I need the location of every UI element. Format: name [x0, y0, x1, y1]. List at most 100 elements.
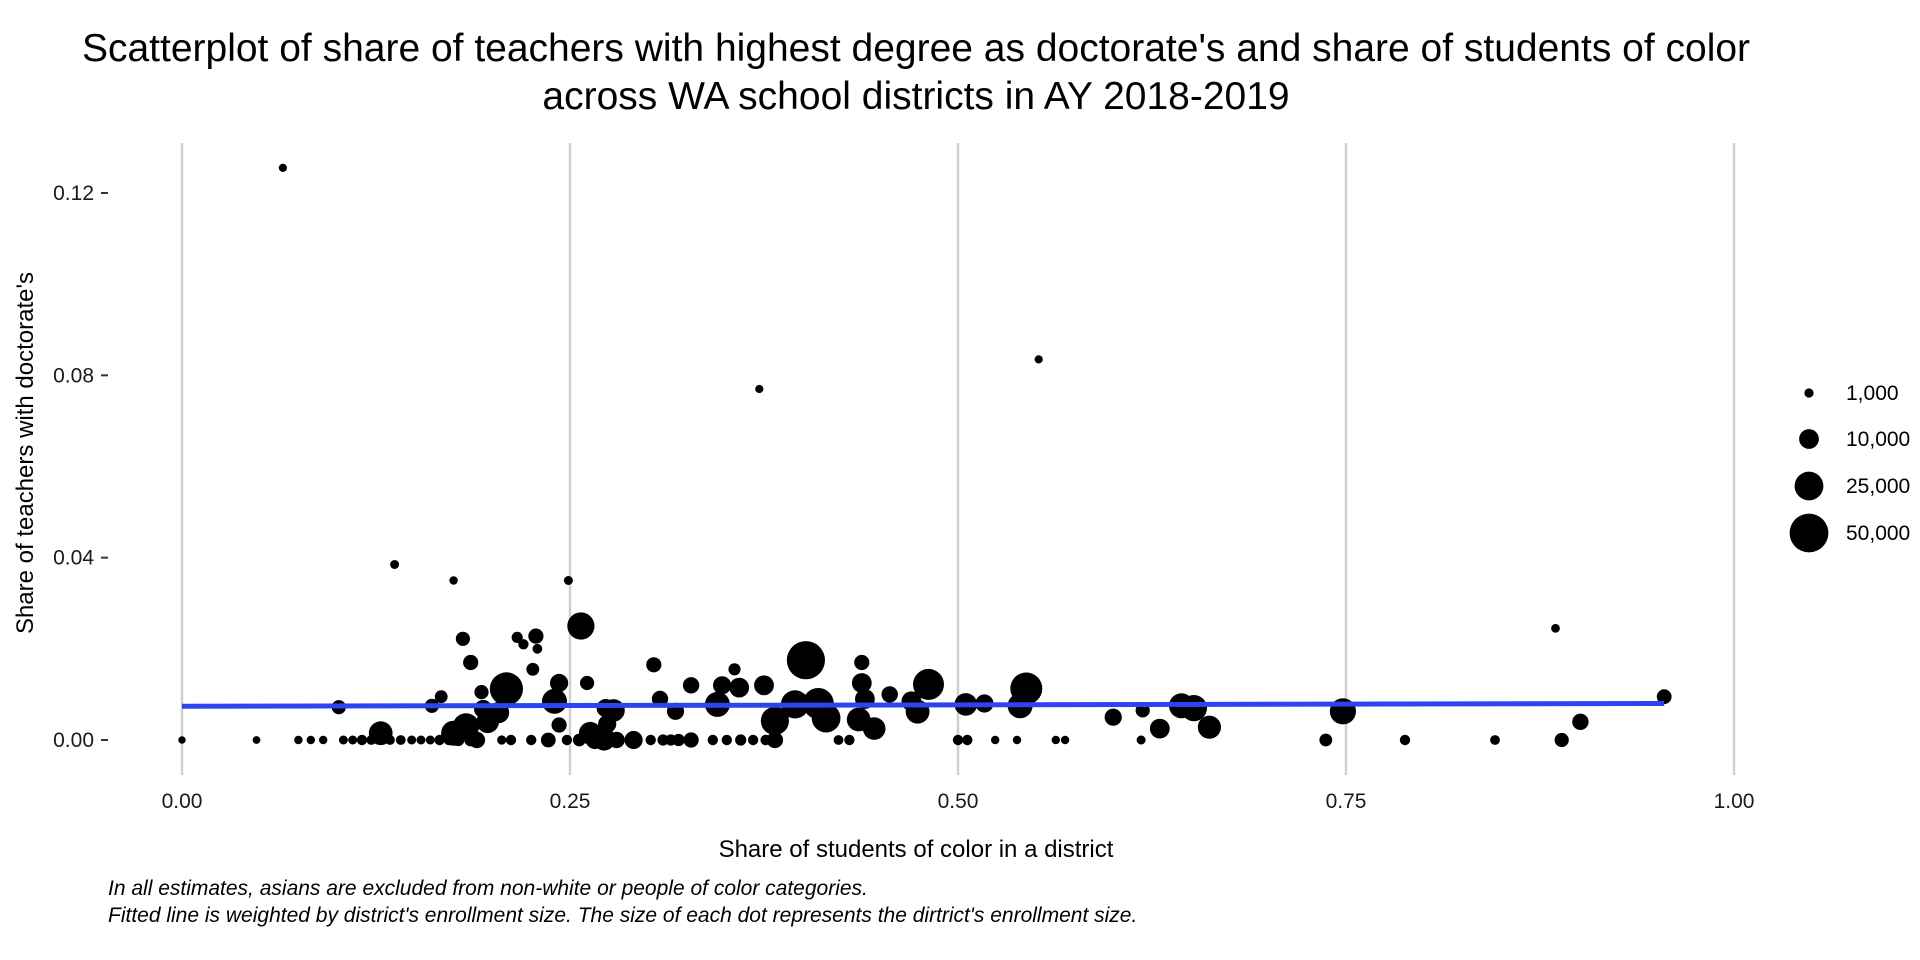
data-point	[1490, 735, 1500, 745]
data-point	[1399, 734, 1411, 746]
data-point	[252, 736, 261, 744]
data-point	[747, 734, 759, 746]
y-axis: 0.00 0.04 0.08 0.12	[53, 182, 108, 752]
data-point	[572, 733, 586, 747]
caption-line1: In all estimates, asians are excluded fr…	[108, 877, 868, 900]
data-point	[425, 735, 435, 745]
data-point	[735, 734, 747, 746]
data-point	[844, 734, 855, 746]
fitted-line	[181, 701, 1665, 709]
x-tick-label-0: 0.00	[162, 790, 203, 813]
fitted-line-group	[181, 701, 1665, 709]
data-point	[1319, 733, 1333, 747]
data-point	[416, 735, 426, 745]
data-point	[657, 734, 669, 746]
data-point	[721, 734, 732, 746]
data-point	[1060, 735, 1070, 745]
data-point	[551, 717, 567, 733]
size-legend: 1,000 10,000 25,000 50,000	[1789, 382, 1910, 553]
data-point	[665, 734, 677, 746]
data-point	[1136, 735, 1146, 745]
legend-label-0: 1,000	[1846, 382, 1899, 405]
data-point	[1034, 355, 1043, 364]
y-tick-label-2: 0.08	[53, 364, 94, 387]
y-tick-label-0: 0.00	[53, 729, 94, 752]
data-point	[1551, 623, 1560, 633]
data-point	[390, 560, 400, 569]
data-point	[474, 699, 493, 719]
data-point	[991, 735, 1000, 745]
data-point	[760, 734, 771, 746]
data-point	[395, 735, 406, 745]
data-point	[1012, 735, 1022, 745]
y-tick-label-3: 0.12	[53, 182, 94, 205]
data-point	[646, 657, 662, 673]
x-tick-label-3: 0.75	[1326, 790, 1367, 813]
data-point	[455, 631, 470, 646]
data-point	[754, 675, 774, 696]
legend-label-2: 25,000	[1846, 475, 1910, 498]
data-points	[178, 163, 1672, 751]
data-point	[348, 735, 358, 745]
data-point	[598, 714, 617, 734]
data-point	[563, 576, 573, 585]
data-point	[585, 730, 604, 750]
legend-key-1	[1799, 429, 1819, 449]
data-point	[1051, 735, 1061, 745]
data-point	[683, 732, 699, 748]
data-point	[542, 688, 567, 714]
data-point	[624, 730, 643, 750]
y-axis-title: Share of teachers with doctorate's	[12, 272, 39, 634]
data-point	[540, 732, 556, 748]
x-axis: 0.00 0.25 0.50 0.75 1.00	[162, 790, 1755, 813]
data-point	[728, 663, 741, 676]
data-point	[1572, 713, 1589, 730]
data-point	[962, 734, 973, 746]
data-point	[550, 673, 569, 693]
legend-key-2	[1794, 471, 1824, 501]
data-point	[851, 673, 872, 693]
data-point	[518, 639, 529, 650]
data-point	[786, 641, 826, 680]
x-axis-title: Share of students of color in a district	[719, 836, 1114, 863]
data-point	[528, 628, 544, 644]
data-point	[511, 631, 523, 644]
data-point	[338, 735, 348, 745]
data-point	[385, 735, 395, 745]
data-point	[729, 677, 750, 698]
legend-label-1: 10,000	[1846, 428, 1910, 451]
caption-line2: Fitted line is weighted by district's en…	[108, 904, 1137, 927]
data-point	[356, 734, 368, 746]
legend-label-3: 50,000	[1846, 522, 1910, 545]
data-point	[707, 734, 718, 746]
data-point	[489, 672, 523, 706]
vertical-gridlines	[180, 143, 1736, 775]
data-point	[294, 735, 303, 745]
x-tick-label-4: 1.00	[1714, 790, 1755, 813]
chart-title-line2: across WA school districts in AY 2018-20…	[542, 75, 1289, 118]
data-point	[449, 576, 458, 585]
data-point	[901, 691, 922, 712]
data-point	[567, 612, 595, 640]
data-point	[407, 735, 417, 745]
data-point	[596, 699, 615, 718]
data-point	[1554, 732, 1569, 748]
chart-title-line1: Scatterplot of share of teachers with hi…	[82, 27, 1750, 70]
data-point	[278, 163, 287, 172]
data-point	[434, 690, 448, 704]
data-point	[811, 703, 841, 733]
data-point	[1149, 718, 1170, 739]
data-point	[443, 734, 455, 746]
data-point	[526, 734, 537, 746]
data-point	[366, 735, 377, 745]
data-point	[755, 384, 764, 394]
y-tick-label-1: 0.04	[53, 547, 94, 570]
data-point	[561, 734, 573, 746]
data-point	[682, 677, 700, 694]
data-point	[645, 734, 656, 746]
data-point	[178, 736, 186, 744]
data-point	[505, 734, 517, 746]
data-point	[1656, 689, 1672, 705]
data-point	[532, 643, 543, 654]
data-point	[1197, 715, 1221, 739]
